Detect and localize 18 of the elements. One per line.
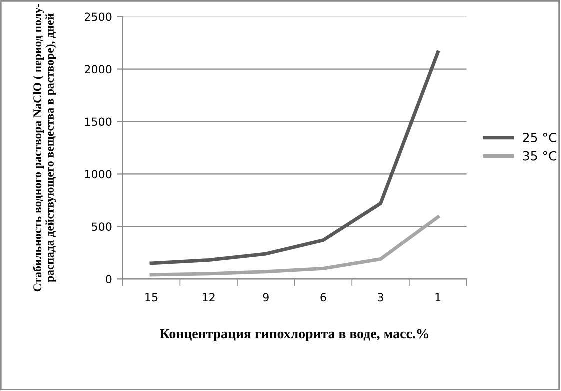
x-tick-label: 9 (263, 293, 269, 302)
x-tick-label: 12 (202, 293, 215, 302)
x-axis-title: Концентрация гипохлорита в воде, масс.% (160, 329, 428, 342)
line-series (150, 216, 440, 277)
y-tick-label: 2500 (84, 12, 112, 22)
line-series (150, 50, 440, 266)
legend-label: 25 °C (523, 132, 557, 142)
y-tick-label: 0 (106, 275, 112, 284)
legend-label: 35 °C (523, 151, 557, 161)
y-tick-label: 1000 (85, 170, 112, 179)
y-tick-label: 2000 (84, 65, 112, 74)
y-axis-title: Стабильность водного раствора NaClO ( период полу- распада действующего вещества в растворе), дней (33, 4, 56, 292)
y-tick-label: 500 (92, 222, 112, 232)
y-tick-label: 1500 (85, 118, 112, 126)
x-tick-label: 3 (378, 293, 384, 302)
x-tick-label: 1 (436, 293, 441, 302)
x-tick-label: 15 (146, 293, 158, 302)
x-tick-label: 6 (320, 293, 326, 302)
